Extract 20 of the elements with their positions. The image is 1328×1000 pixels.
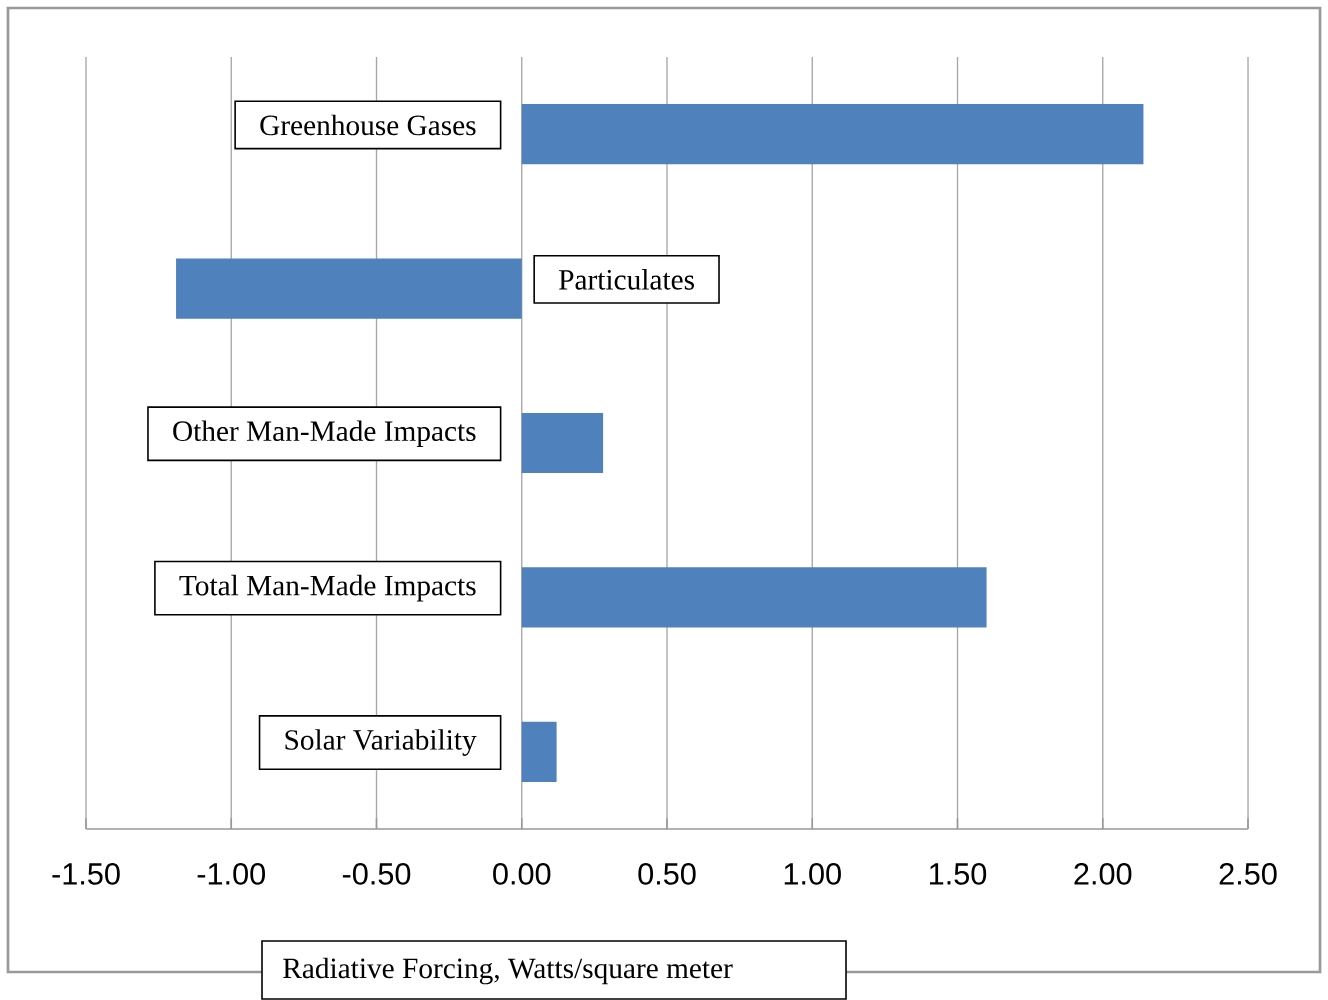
bar	[521, 104, 1144, 165]
x-tick-label: 0.50	[638, 863, 696, 885]
x-tick-label: 1.50	[930, 863, 987, 885]
bar	[521, 567, 987, 628]
y-tick-label: Greenhouse Gases	[260, 114, 476, 136]
x-tick-label: -1.00	[197, 863, 266, 885]
x-axis-title: Radiative Forcing, Watts/square meter	[283, 957, 733, 985]
x-tick-label: 2.00	[1074, 863, 1132, 885]
x-tick-label: 2.50	[1219, 863, 1277, 885]
y-tick-label: Particulates	[559, 269, 694, 290]
x-tick-label: 0.00	[493, 863, 551, 885]
y-tick-label: Total Man-Made Impacts	[179, 574, 476, 602]
bar	[521, 412, 604, 474]
bar	[521, 721, 557, 782]
bar	[176, 258, 522, 319]
x-tick-label: -1.50	[52, 863, 120, 885]
y-tick-label: Solar Variability	[285, 729, 477, 756]
x-tick-label: -0.50	[342, 863, 411, 885]
x-tick-label: 1.00	[784, 863, 841, 885]
y-tick-label: Other Man-Made Impacts	[173, 420, 476, 448]
